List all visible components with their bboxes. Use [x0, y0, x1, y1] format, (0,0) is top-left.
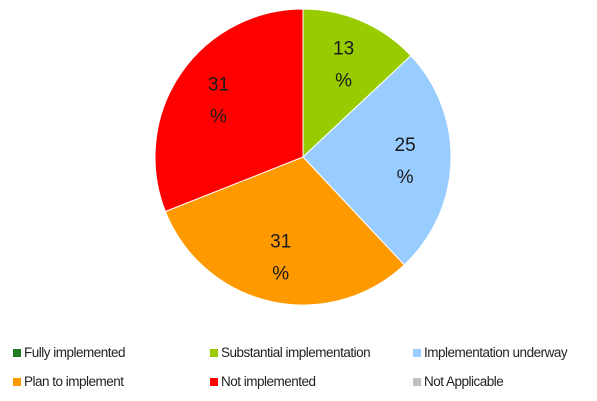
- chart-legend: Fully implemented Substantial implementat…: [13, 345, 568, 389]
- pie-slice-plan-to-implement: [164, 156, 406, 306]
- legend-label: Fully implemented: [24, 345, 125, 360]
- legend-label: Plan to implement: [24, 374, 124, 389]
- data-label-value: 13: [333, 38, 354, 59]
- data-label-implementation-underway: 25%: [395, 135, 416, 188]
- pie-slice-implementation-underway: [302, 54, 452, 266]
- legend-item-plan-to-implement: Plan to implement: [13, 374, 125, 389]
- legend-swatch: [13, 378, 21, 386]
- legend-swatch: [210, 349, 218, 357]
- data-label-value: 31: [270, 232, 291, 253]
- legend-item-not-applicable: Not Applicable: [413, 374, 504, 389]
- data-label-value: 31: [208, 75, 229, 96]
- data-label-unit: %: [210, 107, 227, 128]
- pie-data-labels: 13%25%31%31%: [208, 38, 416, 284]
- legend-swatch: [13, 349, 21, 357]
- data-label-unit: %: [335, 70, 352, 91]
- legend-swatch: [413, 349, 421, 357]
- legend-swatch: [210, 378, 218, 386]
- data-label-plan-to-implement: 31%: [270, 232, 291, 285]
- data-label-not-implemented: 31%: [208, 75, 229, 128]
- data-label-unit: %: [397, 167, 414, 188]
- pie-slices: [154, 8, 452, 306]
- legend-item-implementation-underway: Implementation underway: [413, 345, 568, 360]
- legend-item-fully-implemented: Fully implemented: [13, 345, 126, 360]
- pie-slice-not-implemented: [154, 8, 304, 213]
- pie-slice-substantial-implementation: [302, 8, 412, 159]
- legend-item-not-implemented: Not implemented: [210, 374, 316, 389]
- data-label-value: 25: [395, 135, 416, 156]
- legend-label: Not Applicable: [424, 374, 503, 389]
- legend-label: Substantial implementation: [221, 345, 370, 360]
- legend-item-substantial-implementation: Substantial implementation: [210, 345, 371, 360]
- data-label-substantial-implementation: 13%: [333, 38, 354, 91]
- data-label-unit: %: [272, 264, 289, 285]
- legend-label: Not implemented: [221, 374, 316, 389]
- legend-label: Implementation underway: [424, 345, 568, 360]
- legend-swatch: [413, 378, 421, 386]
